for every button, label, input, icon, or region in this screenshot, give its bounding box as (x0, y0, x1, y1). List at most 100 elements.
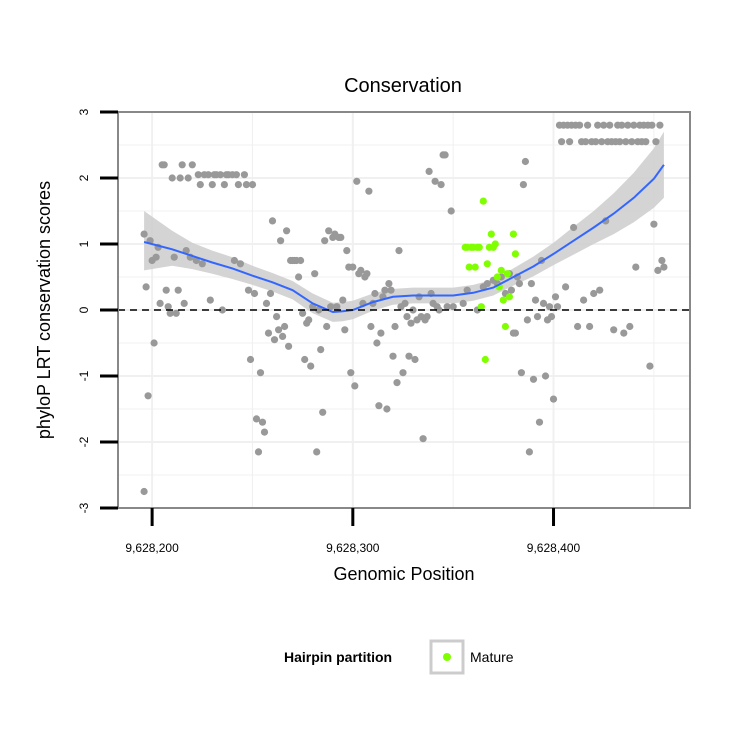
data-point (305, 316, 313, 324)
data-point (483, 280, 491, 288)
y-axis: -3 -2 -1 0 1 2 3 (77, 108, 118, 513)
data-point (252, 415, 261, 423)
data-point (343, 247, 351, 255)
data-point (166, 309, 174, 317)
data-point (385, 280, 393, 288)
data-point (349, 263, 357, 271)
data-point (553, 303, 562, 311)
data-point (459, 299, 467, 307)
data-point (178, 161, 186, 169)
data-point (441, 151, 449, 159)
data-point (437, 181, 445, 189)
data-point (652, 138, 660, 146)
data-point (598, 138, 606, 146)
data-point (156, 299, 164, 307)
data-point (562, 283, 570, 291)
data-point (353, 177, 361, 185)
data-point-mature (509, 230, 517, 238)
data-point (447, 207, 455, 215)
data-point (582, 138, 590, 146)
data-point (256, 369, 265, 377)
data-point (393, 379, 401, 387)
data-point (533, 313, 542, 321)
data-point (415, 293, 423, 301)
data-point (196, 181, 204, 189)
data-point (580, 296, 588, 304)
legend-key-mature (429, 639, 465, 675)
data-point (383, 405, 391, 413)
data-point (194, 171, 202, 179)
data-point (281, 322, 289, 331)
smooth-line-layer (143, 164, 665, 314)
y-tick-label: 0 (77, 306, 91, 313)
data-point (160, 161, 168, 169)
data-point (431, 177, 439, 185)
chart-title: Conservation (344, 75, 462, 97)
data-point (216, 171, 224, 179)
data-point (168, 174, 176, 182)
data-point (523, 316, 532, 324)
data-point (363, 270, 371, 278)
data-point (258, 418, 267, 426)
data-point (234, 181, 242, 189)
data-point (539, 299, 548, 307)
data-point-mature (493, 273, 501, 281)
data-point (244, 286, 253, 294)
data-point (279, 332, 287, 340)
data-point (566, 138, 574, 146)
data-point (184, 174, 192, 182)
data-point (220, 181, 228, 189)
data-point (176, 174, 184, 182)
data-point (365, 187, 373, 195)
data-point (273, 313, 281, 321)
data-point (254, 448, 263, 456)
data-point (411, 355, 419, 364)
data-point (650, 220, 658, 228)
data-point (339, 296, 347, 304)
data-point (558, 138, 566, 146)
data-point (351, 382, 359, 390)
data-point-mature (475, 243, 483, 251)
data-point (313, 448, 321, 456)
data-point (600, 121, 608, 129)
data-point (405, 352, 413, 360)
data-point (590, 289, 598, 298)
data-point (618, 121, 626, 129)
data-point (204, 171, 212, 179)
data-point (367, 322, 375, 331)
data-point (295, 273, 303, 281)
data-point (144, 392, 152, 400)
data-point-mature (499, 296, 507, 304)
data-point (285, 342, 293, 350)
data-point (584, 121, 592, 129)
data-point (596, 286, 604, 294)
data-point (387, 286, 395, 294)
data-point (232, 171, 240, 179)
data-point-mature (483, 260, 491, 268)
data-point (268, 217, 277, 225)
data-point (246, 355, 255, 364)
x-tick-label: 9,628,400 (527, 541, 581, 555)
data-point (616, 138, 624, 146)
plot-panel (117, 111, 691, 509)
smooth-line (143, 164, 665, 314)
data-point (425, 167, 433, 175)
data-point-mature (497, 266, 505, 274)
data-point (150, 339, 158, 347)
data-point (606, 121, 614, 129)
data-point (529, 375, 538, 383)
data-point (401, 299, 409, 307)
data-point (260, 428, 269, 436)
data-point (327, 303, 335, 311)
data-point (517, 369, 526, 377)
data-point (622, 138, 630, 146)
data-point (519, 181, 528, 189)
data-point (391, 322, 399, 331)
points-mature-layer (461, 197, 519, 364)
data-point-mature (487, 230, 495, 238)
data-point-mature (491, 240, 499, 248)
data-point (230, 256, 238, 265)
data-point-mature (501, 322, 509, 331)
y-tick-label: 3 (77, 108, 91, 115)
data-point (140, 487, 148, 496)
